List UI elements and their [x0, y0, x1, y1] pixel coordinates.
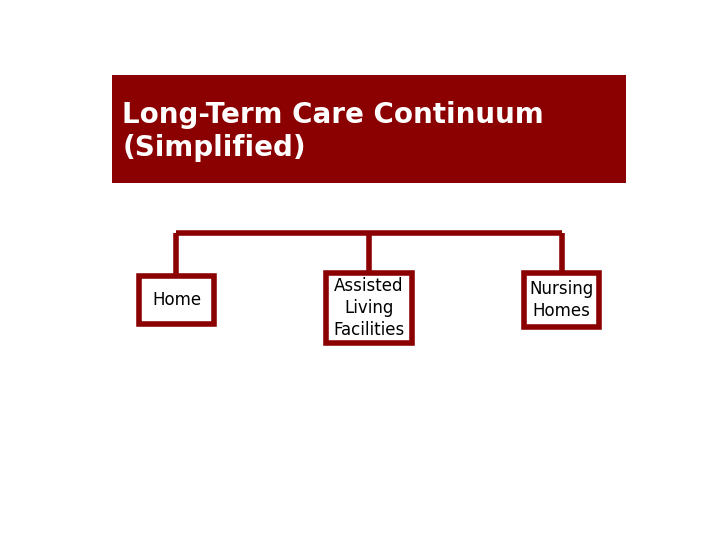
FancyBboxPatch shape	[325, 273, 413, 343]
Text: Home: Home	[152, 291, 201, 309]
FancyBboxPatch shape	[112, 75, 626, 183]
Text: Long-Term Care Continuum
(Simplified): Long-Term Care Continuum (Simplified)	[122, 100, 544, 162]
Text: Assisted
Living
Facilities: Assisted Living Facilities	[333, 277, 405, 339]
FancyBboxPatch shape	[139, 276, 214, 323]
Text: Nursing
Homes: Nursing Homes	[529, 280, 593, 320]
FancyBboxPatch shape	[524, 273, 599, 327]
